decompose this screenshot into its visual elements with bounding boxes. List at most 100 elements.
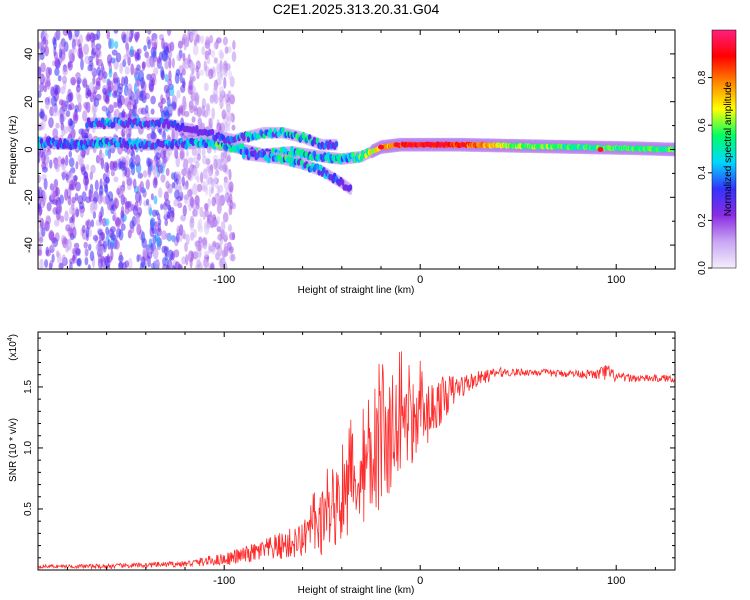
spectrogram-noise-speck [57, 204, 61, 215]
spectrogram-noise-speck [73, 242, 80, 249]
spectrogram-noise-speck [97, 252, 102, 264]
snr-y-tick-label: 1.5 [23, 380, 34, 394]
spectrogram-noise-speck [95, 243, 101, 251]
spectrogram-noise-speck [104, 161, 110, 173]
spectrogram-noise-speck [163, 191, 169, 202]
spectrogram-noise-speck [59, 194, 64, 205]
snr-scale-note: (x104) [7, 334, 19, 361]
spectrogram-noise-speck [45, 215, 51, 222]
colorbar-ticks: 0.0 0.2 0.4 0.6 0.8 [697, 70, 712, 275]
spectrogram-noise-speck [161, 230, 167, 241]
spectrogram-noise-speck [194, 195, 201, 207]
spectrogram-noise-speck [71, 179, 76, 191]
spectrogram-noise-speck [219, 165, 224, 172]
spectrogram-noise-speck [113, 176, 119, 183]
spectrogram-peak-cell [427, 142, 433, 148]
spectrogram-noise-speck [164, 219, 168, 227]
spectrogram-noise-speck [161, 156, 167, 169]
spectrogram-noise-speck [69, 228, 74, 237]
svg-text:(x104): (x104) [7, 334, 19, 361]
spectrogram-noise-speck [122, 180, 126, 187]
spectrogram-noise-speck [216, 248, 222, 259]
spectrogram-noise-speck [229, 232, 235, 241]
spectrogram-noise-speck [187, 84, 194, 95]
spectrogram-x-tick-label: 0 [417, 274, 423, 286]
spectrogram-noise-speck [126, 46, 130, 58]
spectrogram-noise-speck [227, 90, 232, 97]
spectrogram-peak-cell [378, 144, 384, 150]
spectrogram-noise-speck [69, 206, 74, 215]
spectrogram-noise-speck [92, 76, 96, 85]
spectrogram-noise-speck [78, 34, 84, 45]
spectrogram-noise-speck [79, 157, 84, 167]
spectrogram-noise-speck [218, 49, 224, 59]
spectrogram-noise-speck [151, 42, 158, 52]
spectrogram-noise-speck [150, 217, 156, 228]
spectrogram-noise-speck [98, 235, 102, 246]
spectrogram-noise-speck [176, 54, 181, 62]
spectrogram-noise-speck [39, 258, 44, 269]
spectrogram-noise-speck [38, 68, 41, 78]
spectrogram-noise-speck [208, 117, 213, 129]
spectrogram-noise-speck [57, 155, 62, 168]
spectrogram-noise-speck [52, 105, 59, 117]
snr-scale-close: ) [8, 334, 19, 337]
spectrogram-noise-speck [145, 244, 151, 252]
spectrogram-noise-speck [165, 180, 170, 189]
spectrogram-noise-speck [198, 218, 202, 230]
colorbar-tick-label: 0.8 [697, 70, 708, 84]
spectrogram-noise-speck [183, 110, 190, 118]
spectrogram-noise-speck [113, 90, 118, 97]
spectrogram-noise-speck [123, 111, 127, 119]
spectrogram-ridge-cell [359, 155, 364, 162]
spectrogram-noise-speck [147, 30, 152, 35]
spectrogram-noise-speck [132, 99, 137, 109]
spectrogram-noise-speck [174, 189, 180, 200]
spectrogram-noise-speck [227, 197, 232, 207]
spectrogram-noise-speck [150, 95, 156, 105]
spectrogram-noise-speck [171, 172, 176, 180]
spectrogram-noise-speck [65, 244, 70, 253]
spectrogram-noise-speck [44, 220, 50, 232]
spectrogram-noise-speck [50, 86, 55, 97]
spectrogram-noise-speck [157, 56, 161, 64]
spectrogram-noise-speck [193, 107, 199, 116]
spectrogram-noise-speck [219, 257, 224, 269]
spectrogram-noise-speck [95, 93, 102, 101]
spectrogram-noise-speck [80, 166, 86, 176]
spectrogram-noise-speck [88, 188, 92, 199]
spectrogram-noise-speck [71, 38, 76, 50]
spectrogram-y-tick-label: 20 [23, 96, 35, 108]
spectrogram-noise-speck [61, 171, 67, 178]
spectrogram-noise-speck [119, 62, 123, 74]
spectrogram-noise-speck [175, 232, 180, 243]
spectrogram-noise-speck [41, 161, 47, 170]
spectrogram-noise-speck [155, 156, 161, 168]
spectrogram-noise-speck [65, 110, 71, 118]
spectrogram-noise-speck [217, 71, 222, 79]
spectrogram-noise-speck [209, 263, 215, 269]
spectrogram-noise-speck [220, 220, 226, 232]
spectrogram-noise-speck [219, 229, 225, 237]
spectrogram-noise-speck [38, 236, 44, 244]
spectrogram-noise-speck [208, 68, 214, 80]
spectrogram-noise-speck [187, 250, 194, 263]
spectrogram-y-tick-label: -40 [23, 237, 35, 253]
spectrogram-noise-speck [77, 93, 82, 105]
spectrogram-ridge-cell [317, 169, 321, 176]
spectrogram-noise-speck [53, 178, 59, 188]
spectrogram-noise-speck [207, 243, 212, 254]
spectrogram-noise-speck [148, 83, 155, 93]
spectrogram-noise-speck [190, 62, 196, 74]
spectrogram-ridge-cell [672, 146, 675, 152]
spectrogram-noise-speck [190, 231, 195, 241]
spectrogram-ridge-cell [210, 128, 215, 136]
spectrogram-noise-speck [161, 97, 166, 105]
spectrogram-noise-speck [45, 149, 52, 156]
spectrogram-noise-speck [197, 250, 202, 259]
spectrogram-noise-speck [61, 254, 67, 266]
spectrogram-noise-speck [199, 206, 204, 218]
spectrogram-noise-speck [53, 51, 59, 60]
spectrogram-noise-speck [48, 117, 54, 128]
spectrogram-noise-speck [213, 57, 218, 64]
